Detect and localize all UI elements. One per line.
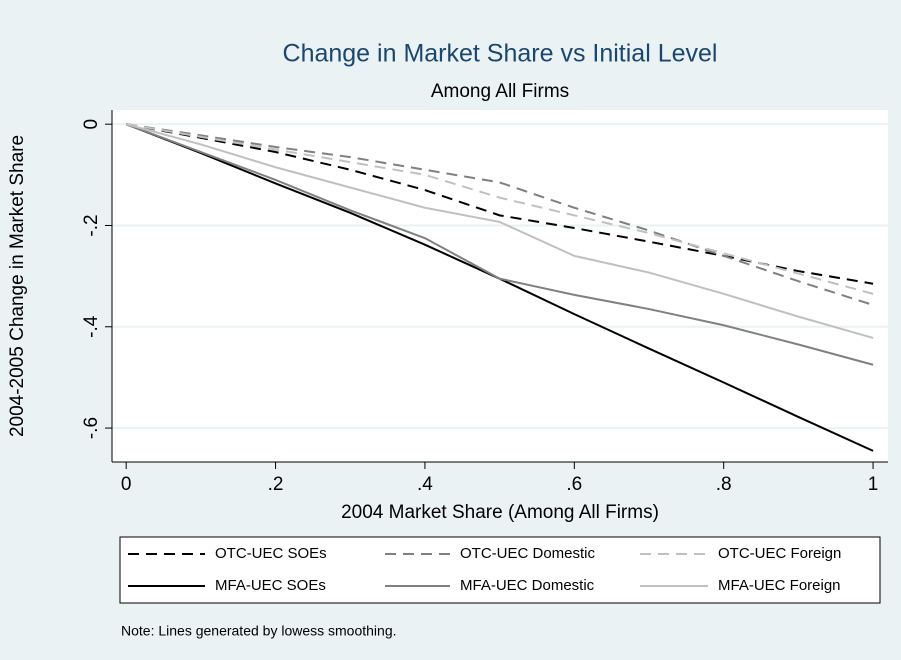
x-tick-label: 0: [121, 474, 132, 495]
note: Note: Lines generated by lowess smoothin…: [121, 623, 397, 639]
x-tick-label: 1: [868, 474, 879, 495]
legend-box: [119, 536, 881, 604]
x-tick-label: .8: [716, 474, 732, 495]
series-line: [126, 123, 874, 295]
y-tick-label: -.6: [81, 417, 102, 439]
series-line: [125, 123, 874, 366]
series-line: [125, 123, 874, 339]
chart-subtitle: Among All Firms: [431, 81, 569, 102]
y-tick-label: -.2: [81, 214, 102, 236]
y-axis-title: 2004-2005 Change in Market Share: [7, 135, 28, 437]
series-line: [126, 123, 874, 306]
chart-title: Change in Market Share vs Initial Level: [283, 40, 718, 68]
x-axis-title: 2004 Market Share (Among All Firms): [341, 502, 659, 523]
legend-label: OTC-UEC Domestic: [460, 545, 596, 562]
x-tick-label: .4: [417, 474, 433, 495]
legend-label: OTC-UEC Foreign: [718, 545, 841, 562]
legend-label: MFA-UEC Foreign: [718, 577, 841, 594]
legend-label: MFA-UEC Domestic: [460, 577, 595, 594]
legend-label: OTC-UEC SOEs: [215, 545, 327, 562]
y-tick-label: -.4: [81, 315, 102, 338]
y-tick-label: 0: [81, 119, 102, 130]
legend-label: MFA-UEC SOEs: [215, 577, 326, 594]
x-tick-label: .2: [268, 474, 284, 495]
x-tick-label: .6: [566, 474, 582, 495]
